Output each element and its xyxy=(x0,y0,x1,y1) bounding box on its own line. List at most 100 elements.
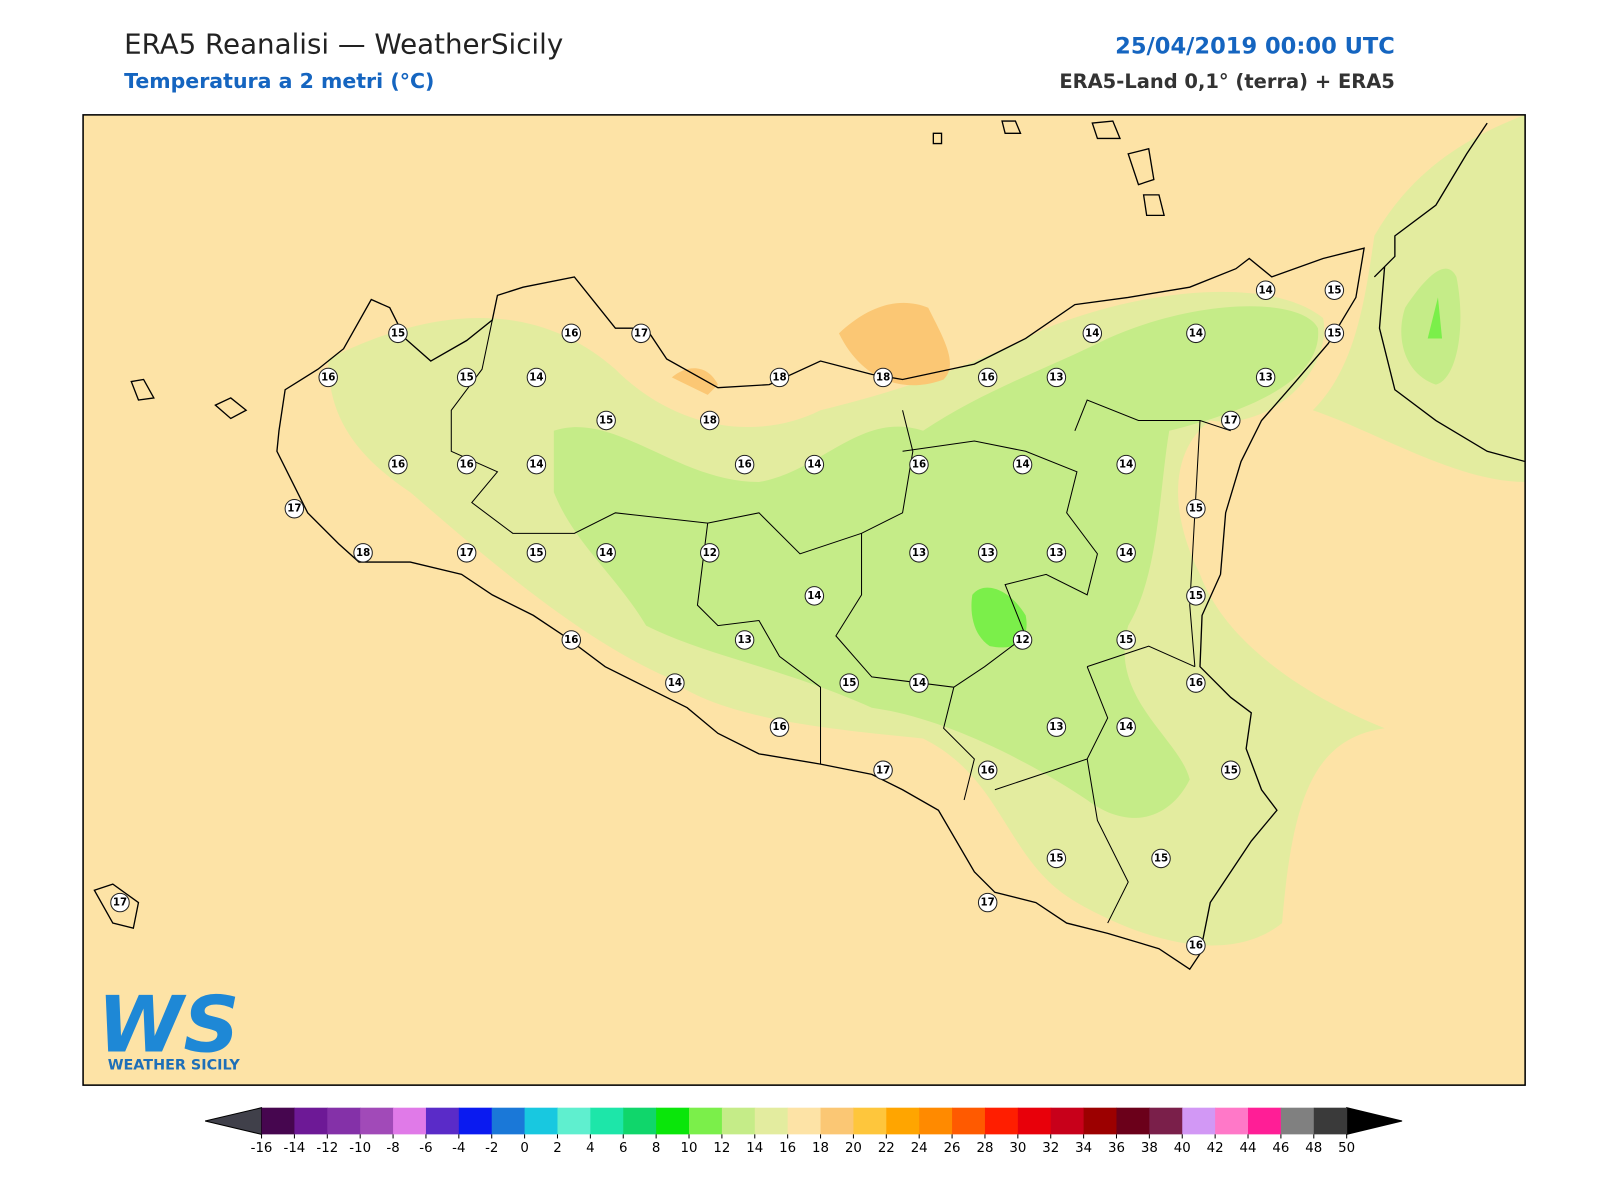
subtitle: Temperatura a 2 metri (°C) xyxy=(124,69,434,93)
map-frame xyxy=(82,114,1526,1086)
colorbar-tick-label: -2 xyxy=(485,1141,498,1156)
station-value: 15 xyxy=(1327,327,1341,339)
station-value: 13 xyxy=(1049,721,1063,733)
source: ERA5-Land 0,1° (terra) + ERA5 xyxy=(1059,70,1395,93)
colorbar-tick-label: 12 xyxy=(713,1141,730,1156)
station-value: 14 xyxy=(1189,327,1203,339)
colorbar-tick-label: 48 xyxy=(1305,1141,1322,1156)
station-value: 16 xyxy=(460,459,474,471)
station-value: 15 xyxy=(1189,590,1203,602)
station-value: 15 xyxy=(1189,503,1203,515)
station-value: 14 xyxy=(1119,721,1133,733)
colorbar-tick-label: -14 xyxy=(284,1141,306,1156)
colorbar-tick-label: 36 xyxy=(1108,1141,1125,1156)
station-value: 16 xyxy=(1189,677,1203,689)
colorbar-segment xyxy=(886,1107,920,1135)
station-value: 14 xyxy=(529,459,543,471)
colorbar-segment xyxy=(787,1107,822,1135)
colorbar-segment xyxy=(1313,1107,1348,1135)
colorbar-segment xyxy=(984,1107,1019,1135)
station-value: 16 xyxy=(564,327,578,339)
station-marker xyxy=(1151,848,1171,869)
station-value: 16 xyxy=(391,459,405,471)
station-value: 17 xyxy=(1224,415,1238,427)
station-value: 14 xyxy=(1085,327,1099,339)
colorbar-segment xyxy=(919,1107,953,1135)
station-value: 13 xyxy=(981,547,995,559)
title: ERA5 Reanalisi — WeatherSicily xyxy=(124,27,563,60)
station-marker xyxy=(769,367,790,388)
station-value: 15 xyxy=(391,327,405,339)
colorbar-segment xyxy=(425,1107,460,1135)
station-value: 16 xyxy=(321,371,335,383)
colorbar-segment xyxy=(557,1107,591,1135)
station-marker xyxy=(456,454,477,475)
colorbar-tick-label: 14 xyxy=(746,1141,763,1156)
colorbar-tick-label: 0 xyxy=(520,1141,528,1156)
station-marker xyxy=(909,673,929,693)
colorbar-segment xyxy=(261,1107,295,1135)
colorbar-segment xyxy=(1050,1107,1085,1135)
colorbar-tick-label: 10 xyxy=(681,1141,698,1156)
station-value: 14 xyxy=(1119,547,1133,559)
station-marker xyxy=(1082,323,1103,344)
station-marker xyxy=(1255,367,1276,388)
station-value: 16 xyxy=(737,459,751,471)
colorbar-segment xyxy=(393,1107,427,1135)
temp-area-10-12 xyxy=(971,297,1443,648)
station-marker xyxy=(804,586,825,606)
station-value: 16 xyxy=(912,459,926,471)
station-value: 14 xyxy=(529,371,543,383)
colorbar-tick-label: -10 xyxy=(349,1141,371,1156)
colorbar-tick-label: -16 xyxy=(251,1141,273,1156)
station-marker xyxy=(631,323,651,344)
station-marker xyxy=(839,673,859,693)
station-value: 13 xyxy=(912,547,926,559)
station-value: 17 xyxy=(460,547,474,559)
station-marker xyxy=(284,498,305,519)
colorbar-tick-label: -8 xyxy=(386,1141,399,1156)
station-marker xyxy=(700,543,720,563)
colorbar-segment xyxy=(754,1107,789,1135)
station-value: 16 xyxy=(772,721,786,733)
colorbar-segment xyxy=(952,1107,986,1135)
station-marker xyxy=(1186,586,1206,606)
station-value: 17 xyxy=(876,764,890,776)
colorbar: -16 -14 -12 -10 -8 -6 -4 -2 0 2 4 6 8 10 12 14 16 18 20 22 2… xyxy=(205,1107,1403,1156)
colorbar-tick-label: -6 xyxy=(419,1141,432,1156)
colorbar-tick-label: 16 xyxy=(779,1141,796,1156)
station-marker xyxy=(1186,323,1206,344)
station-value: 16 xyxy=(981,764,995,776)
colorbar-tick-label: 18 xyxy=(812,1141,829,1156)
station-marker xyxy=(561,630,582,650)
colorbar-segment xyxy=(360,1107,394,1135)
station-marker xyxy=(526,367,547,388)
colorbar-segment xyxy=(327,1107,361,1135)
station-marker xyxy=(596,410,616,431)
colorbar-tick-label: 34 xyxy=(1075,1141,1092,1156)
coastline xyxy=(276,122,1526,971)
colorbar-tick-label: 28 xyxy=(976,1141,993,1156)
station-marker xyxy=(526,543,547,563)
station-value: 17 xyxy=(634,327,648,339)
station-value: 17 xyxy=(981,897,995,909)
station-value: 15 xyxy=(842,677,856,689)
station-marker xyxy=(1255,280,1276,300)
station-marker xyxy=(700,410,720,431)
colorbar-tick-label: 46 xyxy=(1272,1141,1289,1156)
station-marker xyxy=(456,543,477,563)
colorbar-segment xyxy=(820,1107,854,1135)
temp-area-12-14 xyxy=(553,268,1461,818)
station-marker xyxy=(561,323,582,344)
station-value: 15 xyxy=(1049,852,1063,864)
station-value: 15 xyxy=(1327,284,1341,296)
colorbar-tick-label: 50 xyxy=(1338,1141,1355,1156)
station-marker xyxy=(1116,454,1136,475)
station-marker xyxy=(596,543,616,563)
colorbar-tick-label: 6 xyxy=(619,1141,627,1156)
colorbar-tick-label: 40 xyxy=(1174,1141,1191,1156)
station-value: 15 xyxy=(1119,634,1133,646)
datetime: 25/04/2019 00:00 UTC xyxy=(1115,33,1395,59)
station-value: 12 xyxy=(1015,634,1029,646)
